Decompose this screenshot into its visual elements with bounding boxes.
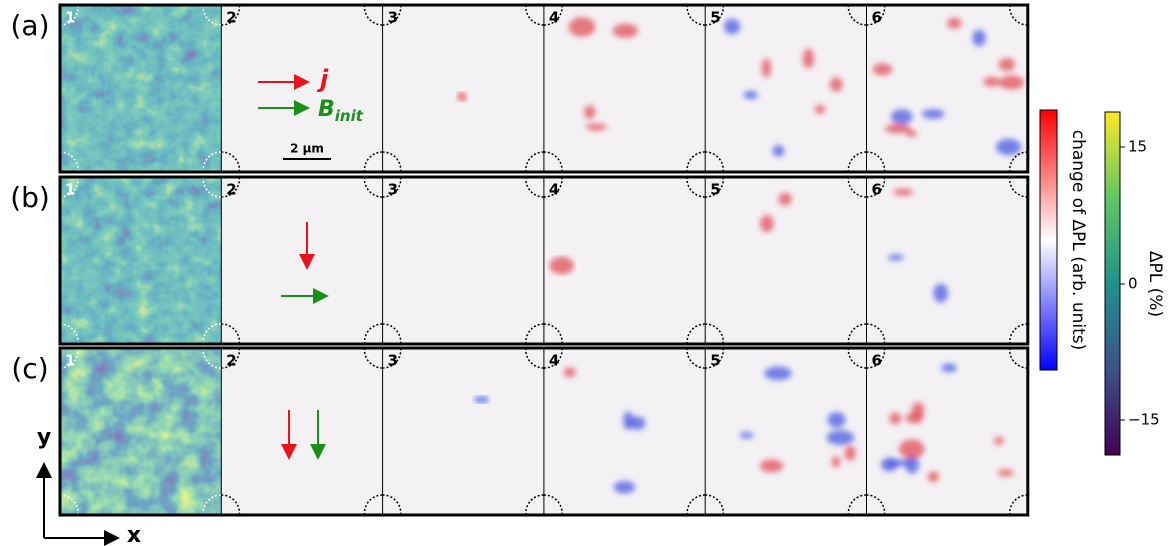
colorbar-tick-label: −15 bbox=[1128, 411, 1160, 429]
diff-blob bbox=[941, 364, 957, 373]
diff-blob bbox=[928, 471, 940, 482]
panel-number: 2 bbox=[226, 181, 236, 199]
panel-number: 2 bbox=[226, 352, 236, 370]
scale-bar-label: 2 μm bbox=[290, 142, 324, 156]
diff-blob bbox=[994, 437, 1004, 445]
diff-blob bbox=[845, 446, 856, 461]
diff-map bbox=[383, 177, 544, 344]
diff-blob bbox=[457, 92, 467, 101]
diff-blob bbox=[724, 19, 740, 35]
diff-blob bbox=[886, 460, 911, 466]
diff-map bbox=[383, 5, 544, 172]
diff-features bbox=[549, 257, 574, 275]
diff-blob bbox=[762, 58, 772, 77]
diff-blob bbox=[584, 105, 595, 119]
diff-map bbox=[221, 177, 382, 344]
panel-number: 4 bbox=[549, 181, 559, 199]
panel-number: 1 bbox=[65, 352, 75, 370]
diff-blob bbox=[933, 284, 948, 303]
colorbar-diff bbox=[1040, 110, 1057, 370]
row-label: (c) bbox=[11, 352, 48, 385]
diff-blob bbox=[906, 131, 917, 138]
diff-blob bbox=[773, 145, 785, 157]
pl-map bbox=[60, 5, 221, 172]
diff-blob bbox=[922, 109, 945, 119]
colorbar-diff-label: change of ΔPL (arb. units) bbox=[1068, 130, 1088, 351]
diff-blob bbox=[998, 469, 1014, 476]
diff-map bbox=[867, 177, 1028, 344]
diff-blob bbox=[764, 366, 791, 380]
diff-map bbox=[867, 348, 1028, 515]
panel-number: 3 bbox=[388, 9, 398, 27]
pl-map bbox=[60, 348, 221, 515]
diff-blob bbox=[912, 402, 925, 418]
diff-blob bbox=[893, 189, 913, 196]
diff-blob bbox=[803, 49, 814, 69]
panel-number: 3 bbox=[388, 352, 398, 370]
panel-number: 2 bbox=[226, 9, 236, 27]
x-axis-label: x bbox=[127, 523, 141, 546]
pl-map bbox=[60, 177, 221, 344]
y-axis-label: y bbox=[37, 425, 51, 450]
panel-number: 4 bbox=[549, 9, 559, 27]
diff-blob bbox=[828, 412, 846, 428]
row-label: (b) bbox=[10, 181, 50, 214]
diff-blob bbox=[760, 459, 784, 472]
panel-number: 4 bbox=[549, 352, 559, 370]
panel-number: 3 bbox=[388, 181, 398, 199]
panel-number: 1 bbox=[65, 9, 75, 27]
diff-blob bbox=[743, 91, 758, 99]
diff-blob bbox=[996, 139, 1021, 155]
panel-number: 6 bbox=[872, 9, 882, 27]
diff-features bbox=[457, 92, 467, 101]
diff-blob bbox=[832, 456, 841, 467]
diff-blob bbox=[760, 215, 774, 232]
panel-number: 5 bbox=[710, 181, 720, 199]
diff-blob bbox=[899, 439, 925, 458]
diff-map bbox=[221, 348, 382, 515]
diff-blob bbox=[889, 413, 901, 424]
colorbar-tick-label: 0 bbox=[1128, 275, 1138, 293]
diff-blob bbox=[614, 481, 636, 493]
panel-number: 5 bbox=[710, 9, 720, 27]
diff-blob bbox=[474, 396, 489, 403]
colorbar-tick-label: 15 bbox=[1128, 138, 1147, 156]
figure: (a)123456(b)123456(c)123456 j Binit 2 μm… bbox=[0, 0, 1170, 546]
diff-blob bbox=[826, 430, 854, 445]
diff-blob bbox=[623, 411, 633, 430]
diff-features bbox=[474, 396, 489, 403]
diff-blob bbox=[586, 123, 607, 130]
colorbar-pl bbox=[1105, 112, 1120, 455]
row-label: (a) bbox=[10, 9, 49, 42]
diff-blob bbox=[778, 193, 792, 206]
diff-blob bbox=[873, 63, 893, 75]
diff-blob bbox=[972, 30, 985, 47]
diff-blob bbox=[999, 75, 1024, 89]
diff-blob bbox=[814, 105, 825, 114]
panel-number: 6 bbox=[872, 352, 882, 370]
colorbar-pl-label: ΔPL (%) bbox=[1145, 251, 1165, 317]
panel-grid: (a) 1 2 3 4 5 6 (b) 1 2 3 4 5 6 (c) 1 2 3 4 5 6 bbox=[10, 5, 1028, 515]
diff-blob bbox=[549, 257, 574, 275]
diff-blob bbox=[888, 254, 904, 260]
panel-number: 1 bbox=[65, 181, 75, 199]
diff-blob bbox=[947, 18, 961, 29]
diff-blob bbox=[983, 77, 1000, 87]
diff-map bbox=[383, 348, 544, 515]
diff-blob bbox=[830, 77, 843, 91]
diff-blob bbox=[564, 367, 576, 377]
diff-blob bbox=[613, 24, 639, 38]
panel-number: 5 bbox=[710, 352, 720, 370]
panel-number: 6 bbox=[872, 181, 882, 199]
diff-blob bbox=[999, 58, 1016, 71]
diff-blob bbox=[569, 17, 596, 37]
diff-blob bbox=[739, 432, 753, 438]
diff-blob bbox=[891, 109, 913, 124]
